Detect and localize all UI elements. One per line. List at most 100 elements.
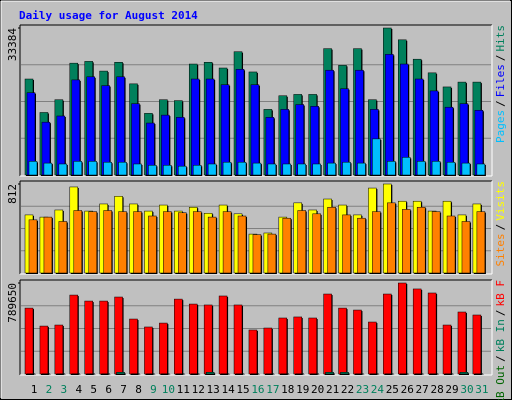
bar [248,329,258,375]
x-tick-label: 12 [192,383,205,396]
bar [327,162,336,176]
legend-entry: Visits [494,181,507,221]
bar [129,318,138,375]
bar [459,372,469,375]
bar [357,162,366,176]
bar [174,298,183,375]
bar [99,300,108,375]
x-tick-label: 27 [416,383,429,396]
bar [297,163,306,176]
bar [207,163,217,176]
bar [457,311,467,375]
bar [461,162,471,176]
x-tick-label: 26 [401,383,414,396]
x-tick-label: 24 [371,383,385,396]
bar [402,209,411,274]
bar [431,211,441,274]
bar [159,322,168,375]
x-tick-label: 16 [251,383,264,396]
bar [178,212,187,274]
bar [218,295,228,375]
bar [442,324,452,375]
legend-separator: / [494,100,507,107]
x-tick-label: 8 [135,383,142,396]
bar [252,234,262,274]
bar [263,327,273,375]
legend-separator: / [494,310,507,317]
bar [412,288,422,375]
bar [118,211,127,274]
bar [148,165,157,176]
bar [340,372,349,375]
bar [103,161,112,176]
legend: Pages / Files / Hits [494,25,507,143]
x-tick-label: 23 [356,383,369,396]
bar [368,321,377,375]
bar [233,304,243,375]
x-tick-label: 13 [207,383,220,396]
bar [133,163,142,176]
bar [116,372,125,375]
bar [69,294,79,375]
bar [402,157,411,176]
bar [383,293,392,375]
x-tick-label: 10 [162,383,175,396]
legend-entry: kB Out [494,365,507,400]
x-tick-label: 30 [460,383,473,396]
legend-entry: Files [494,64,507,97]
bar [476,211,486,274]
bar [28,219,38,274]
bar [71,79,81,176]
bar [73,210,83,274]
bar [312,163,321,176]
bar [278,317,288,375]
x-tick-label: 9 [150,383,157,396]
bar [342,161,351,176]
bar [461,221,471,274]
x-tick-label: 29 [445,383,458,396]
bar [431,161,441,176]
bar [293,316,302,375]
bar [353,309,362,375]
x-tick-label: 1 [31,383,38,396]
x-tick-label: 21 [326,383,339,396]
bar [163,211,172,274]
bar [133,211,142,274]
bar [43,216,53,274]
legend-entry: Hits [494,25,507,52]
x-tick-label: 5 [90,383,97,396]
x-tick-label: 15 [236,383,249,396]
x-tick-label: 19 [296,383,309,396]
legend-separator: / [494,55,507,62]
bar [237,161,247,176]
bar [387,202,396,274]
x-tick-label: 4 [75,383,82,396]
bar [163,165,172,176]
bar [73,161,83,176]
bar [58,221,68,274]
bar [84,300,93,375]
bar [222,211,232,274]
bar [372,138,381,176]
bar [114,296,123,375]
bar [416,161,426,176]
bar [101,85,110,176]
bar [414,78,424,176]
bar [372,211,381,274]
bar [416,206,426,274]
bar [178,165,187,176]
y-tick-label: 812 [6,184,19,204]
bar [28,161,38,176]
legend-entry: Pages [494,110,507,143]
bar [398,282,407,375]
legend-entry: kB F [494,280,507,307]
bar [192,165,202,176]
bar [323,293,332,375]
bar [24,307,34,375]
bar [325,69,334,176]
y-tick-label: 33384 [6,28,19,61]
bar [205,372,215,375]
bar [342,214,351,274]
chart-title: Daily usage for August 2014 [19,9,198,22]
